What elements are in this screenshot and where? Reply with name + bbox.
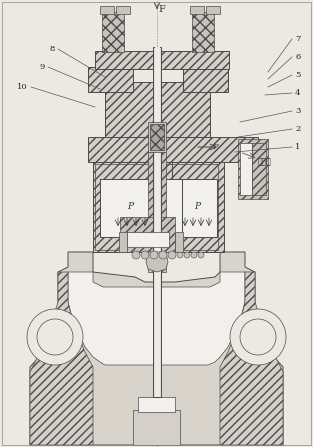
Bar <box>175 232 183 252</box>
Text: F: F <box>159 5 166 14</box>
Bar <box>119 232 127 252</box>
Polygon shape <box>30 272 93 445</box>
Bar <box>127 232 169 247</box>
Bar <box>153 47 161 397</box>
Circle shape <box>168 251 176 259</box>
Text: 6: 6 <box>295 53 300 61</box>
Bar <box>138 397 175 412</box>
Text: P: P <box>194 202 200 211</box>
Bar <box>206 6 220 14</box>
Bar <box>252 143 266 195</box>
Circle shape <box>27 309 83 365</box>
Circle shape <box>37 319 73 355</box>
Text: 8: 8 <box>50 45 55 53</box>
Bar <box>105 82 210 137</box>
Polygon shape <box>146 252 168 272</box>
Text: 5: 5 <box>295 71 300 79</box>
Circle shape <box>230 309 286 365</box>
Circle shape <box>184 252 190 258</box>
Bar <box>190 6 204 14</box>
Bar <box>183 67 228 92</box>
Bar <box>148 152 166 272</box>
Text: P: P <box>127 202 133 211</box>
Text: 3: 3 <box>295 107 300 115</box>
Circle shape <box>159 251 167 259</box>
Text: P: P <box>212 143 218 151</box>
Bar <box>102 12 124 52</box>
Bar <box>133 410 180 445</box>
Bar <box>116 6 130 14</box>
Text: 4: 4 <box>295 89 300 97</box>
Polygon shape <box>220 272 283 445</box>
Polygon shape <box>30 252 283 445</box>
Bar <box>192 12 214 52</box>
Bar <box>95 51 229 69</box>
Bar <box>182 179 217 237</box>
Text: 9: 9 <box>40 63 45 71</box>
Circle shape <box>150 251 158 259</box>
Bar <box>95 164 218 250</box>
Text: 2: 2 <box>295 125 300 133</box>
Circle shape <box>191 252 197 258</box>
Circle shape <box>198 252 204 258</box>
Text: 10: 10 <box>18 83 28 91</box>
Bar <box>120 217 175 252</box>
Bar <box>240 143 252 195</box>
Text: 7: 7 <box>295 35 300 43</box>
Bar <box>148 122 166 152</box>
Circle shape <box>240 319 276 355</box>
Bar <box>88 67 133 92</box>
Bar <box>93 162 220 252</box>
Circle shape <box>132 251 140 259</box>
Text: 高压侧: 高压侧 <box>258 157 272 166</box>
Bar <box>238 139 268 199</box>
Bar <box>155 47 160 397</box>
Polygon shape <box>68 272 245 365</box>
Bar <box>88 137 258 162</box>
Bar <box>172 162 224 252</box>
Bar <box>100 6 114 14</box>
Bar <box>150 124 164 150</box>
Text: 1: 1 <box>295 143 300 151</box>
Bar <box>100 179 182 237</box>
Circle shape <box>177 252 183 258</box>
Circle shape <box>141 251 149 259</box>
